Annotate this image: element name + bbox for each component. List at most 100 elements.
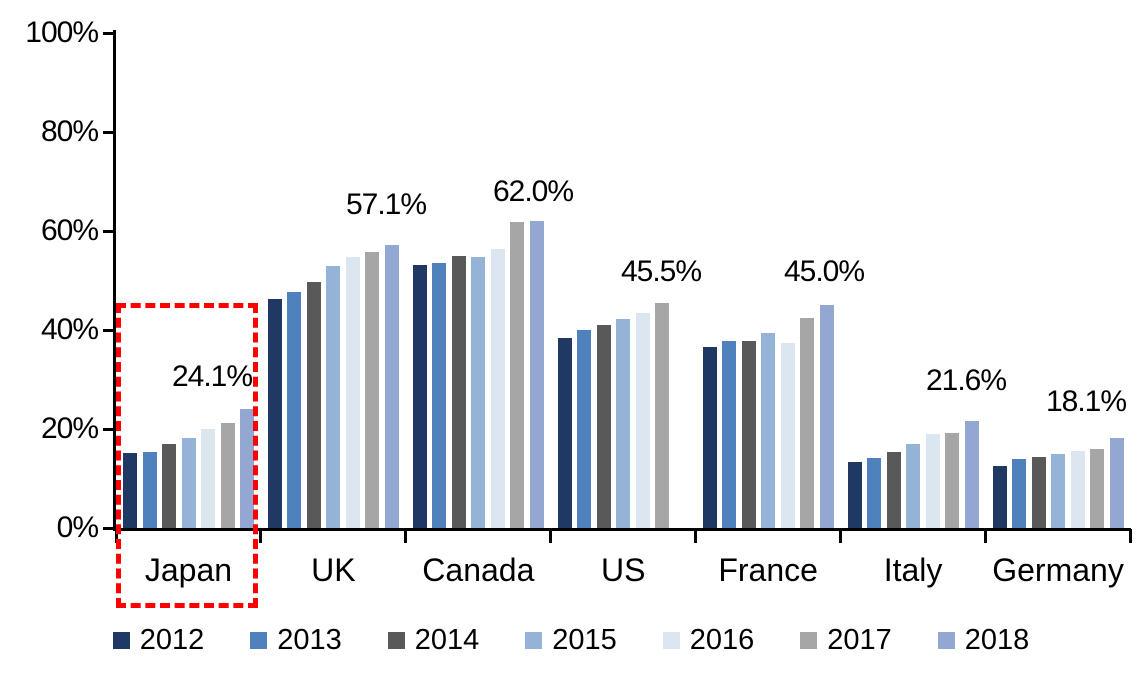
legend: 2012 2013 2014 2015 2016 2017 2018	[0, 623, 1142, 657]
x-tick-mark	[839, 529, 843, 543]
legend-item-2013: 2013	[250, 623, 342, 657]
legend-swatch-2017	[800, 631, 818, 649]
bar-germany-2013	[1012, 459, 1026, 528]
annotation-us: 45.5%	[620, 255, 702, 288]
bar-italy-2015	[906, 444, 921, 528]
bar-japan-2017	[220, 422, 235, 528]
bar-japan-2012	[123, 453, 137, 528]
legend-label-2012: 2012	[139, 624, 205, 656]
y-axis-line	[113, 30, 116, 531]
bar-us-2017	[655, 302, 670, 528]
legend-item-2015: 2015	[525, 623, 617, 657]
bar-germany-2018	[1109, 438, 1124, 528]
y-tick-mark	[103, 427, 115, 431]
bar-france-2016	[780, 342, 795, 528]
y-tick-mark	[103, 31, 115, 35]
x-tick-mark	[984, 529, 988, 543]
bar-italy-2018	[964, 421, 979, 528]
bar-us-2012	[557, 337, 572, 528]
bar-uk-2017	[365, 252, 380, 528]
japan-highlight-box	[116, 303, 258, 608]
bar-italy-2012	[847, 462, 862, 528]
legend-label-2014: 2014	[414, 624, 480, 656]
bar-japan-2015	[181, 437, 196, 528]
x-tick-mark	[1129, 529, 1132, 543]
legend-swatch-2013	[250, 631, 268, 649]
legend-label-2015: 2015	[552, 624, 617, 656]
bar-uk-2015	[326, 265, 341, 528]
legend-swatch-2015	[525, 631, 543, 649]
category-label-italy: Italy	[883, 552, 943, 588]
x-tick-mark	[694, 529, 698, 543]
bar-us-2016	[635, 312, 650, 528]
legend-label-2017: 2017	[827, 624, 892, 656]
bar-germany-2017	[1090, 448, 1104, 528]
y-tick-mark	[103, 229, 115, 233]
bar-us-2014	[596, 325, 611, 528]
x-tick-mark	[549, 529, 553, 543]
annotation-uk: 57.1%	[345, 188, 427, 221]
bar-france-2014	[741, 340, 756, 528]
y-tick-mark	[103, 328, 115, 332]
legend-item-2012: 2012	[112, 623, 205, 657]
bar-canada-2016	[490, 249, 505, 528]
legend-swatch-2018	[937, 631, 955, 649]
bar-france-2013	[722, 340, 737, 528]
legend-item-2017: 2017	[800, 623, 892, 657]
category-label-japan: Japan	[144, 552, 233, 588]
bar-canada-2013	[432, 263, 447, 528]
y-tick-label-20: 20%	[40, 412, 99, 445]
y-tick-mark	[103, 526, 115, 530]
category-label-germany: Germany	[992, 552, 1124, 588]
y-tick-label-80: 80%	[40, 115, 99, 148]
bar-germany-2015	[1051, 454, 1065, 528]
category-label-uk: UK	[311, 552, 356, 588]
bar-japan-2018	[240, 408, 254, 528]
y-tick-label-100: 100%	[25, 16, 99, 49]
bar-france-2012	[702, 346, 717, 528]
annotation-france: 45.0%	[783, 255, 865, 288]
annotation-germany: 18.1%	[1045, 385, 1127, 418]
bar-us-2015	[616, 319, 631, 528]
category-label-us: US	[601, 552, 646, 588]
bar-uk-2013	[287, 292, 302, 528]
bar-canada-2014	[451, 255, 466, 529]
category-label-france: France	[718, 552, 818, 588]
y-tick-mark	[103, 130, 115, 134]
x-axis-line	[113, 528, 1131, 531]
bar-japan-2016	[201, 429, 215, 528]
bar-uk-2014	[306, 281, 321, 528]
legend-item-2016: 2016	[662, 623, 755, 657]
bar-uk-2018	[384, 245, 399, 528]
category-label-canada: Canada	[422, 552, 535, 588]
legend-item-2018: 2018	[937, 623, 1030, 657]
annotation-japan: 24.1%	[171, 360, 253, 393]
x-tick-mark	[404, 529, 408, 543]
bar-canada-2012	[412, 265, 427, 528]
bar-uk-2016	[345, 256, 360, 528]
bar-germany-2014	[1031, 456, 1046, 528]
bar-uk-2012	[267, 298, 282, 528]
y-tick-label-40: 40%	[40, 313, 99, 346]
legend-swatch-2014	[387, 631, 405, 649]
annotation-canada: 62.0%	[492, 175, 574, 208]
legend-label-2013: 2013	[277, 624, 342, 656]
bar-canada-2015	[471, 256, 486, 528]
bar-us-2013	[577, 330, 592, 528]
x-tick-mark	[259, 529, 263, 543]
bar-canada-2017	[510, 222, 525, 528]
bar-italy-2013	[867, 457, 882, 528]
bar-italy-2016	[925, 434, 940, 528]
legend-swatch-2016	[662, 631, 680, 649]
legend-label-2016: 2016	[689, 624, 755, 656]
legend-label-2018: 2018	[964, 624, 1030, 656]
bar-france-2017	[800, 317, 815, 528]
bar-italy-2017	[945, 433, 960, 528]
annotation-italy: 21.6%	[925, 364, 1007, 397]
bar-canada-2018	[529, 221, 544, 528]
legend-item-2014: 2014	[387, 623, 480, 657]
y-tick-label-60: 60%	[40, 214, 99, 247]
bar-japan-2013	[142, 452, 157, 528]
bar-germany-2012	[992, 466, 1007, 528]
